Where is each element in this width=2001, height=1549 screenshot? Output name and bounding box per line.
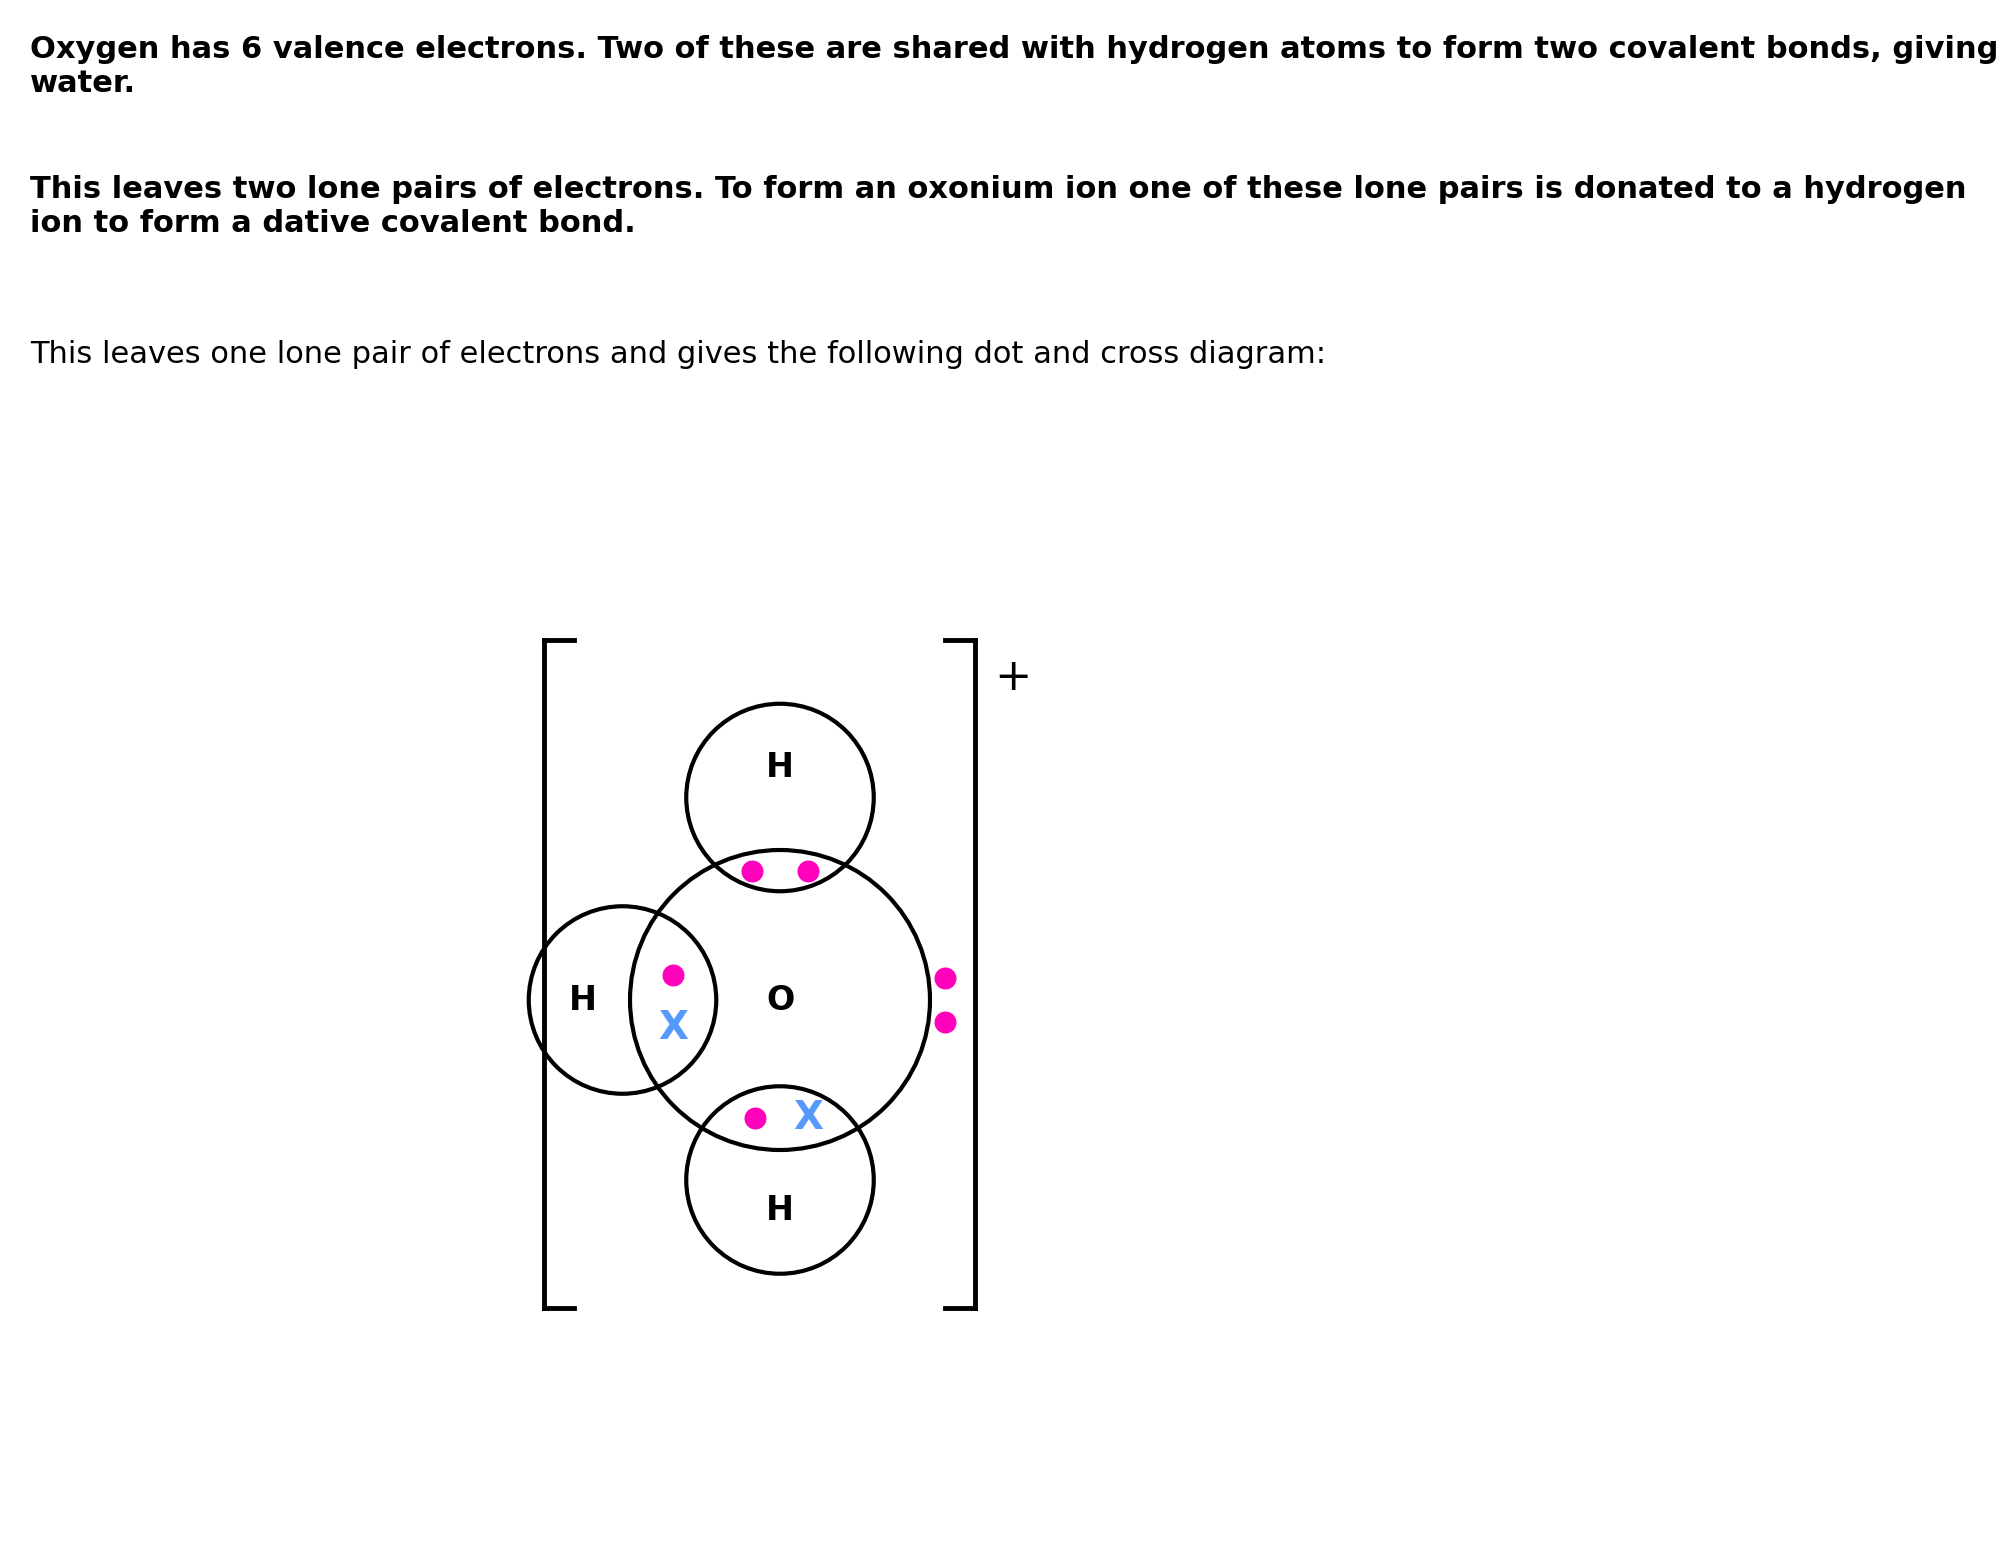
- Point: [656, 962, 688, 987]
- Text: +: +: [994, 655, 1031, 699]
- Text: H: H: [568, 984, 596, 1016]
- Text: Oxygen has 6 valence electrons. Two of these are shared with hydrogen atoms to f: Oxygen has 6 valence electrons. Two of t…: [30, 36, 1999, 98]
- Point: [928, 1010, 960, 1035]
- Text: This leaves two lone pairs of electrons. To form an oxonium ion one of these lon: This leaves two lone pairs of electrons.…: [30, 175, 1967, 237]
- Text: H: H: [766, 1193, 794, 1227]
- Point: [928, 965, 960, 990]
- Text: H: H: [766, 751, 794, 784]
- Point: [736, 858, 768, 883]
- Text: X: X: [792, 1100, 822, 1137]
- Point: [792, 858, 824, 883]
- Point: [738, 1106, 770, 1131]
- Text: O: O: [766, 984, 794, 1016]
- Text: X: X: [658, 1008, 688, 1047]
- Text: This leaves one lone pair of electrons and gives the following dot and cross dia: This leaves one lone pair of electrons a…: [30, 339, 1327, 369]
